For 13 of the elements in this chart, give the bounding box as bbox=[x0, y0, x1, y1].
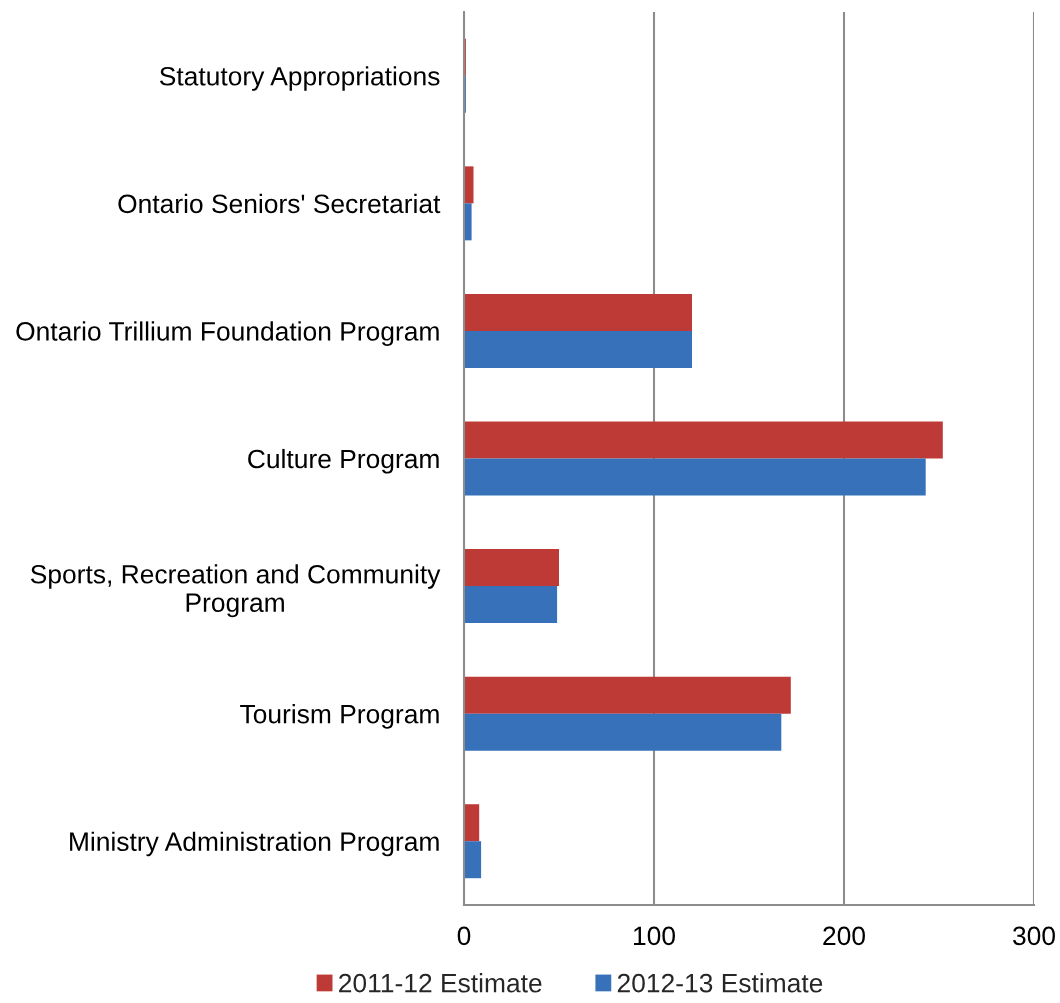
legend-label: 2011-12 Estimate bbox=[339, 973, 542, 993]
x-tick-label: 300 bbox=[1012, 926, 1055, 946]
y-tick-label: Culture Program bbox=[248, 448, 439, 474]
y-tick-label: Tourism Program bbox=[240, 704, 439, 729]
x-tick-label: 100 bbox=[634, 926, 675, 946]
y-tick-label: Ontario Seniors' Secretariat bbox=[118, 193, 441, 214]
y-tick-label: Ministry Administration Program bbox=[70, 831, 439, 857]
legend-label: 2012-13 Estimate bbox=[617, 973, 823, 993]
y-tick-label: Ontario Trillium Foundation Program bbox=[16, 321, 439, 346]
x-tick-label: 0 bbox=[457, 926, 471, 946]
y-tick-label: Sports, Recreation and Community Program bbox=[30, 564, 441, 618]
y-tick-label: Statutory Appropriations bbox=[159, 66, 440, 91]
x-tick-label: 200 bbox=[823, 926, 865, 946]
